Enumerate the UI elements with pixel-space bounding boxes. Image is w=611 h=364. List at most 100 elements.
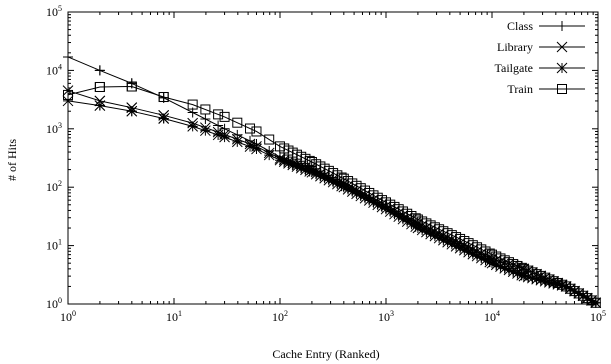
data-point [437,234,449,246]
data-point [306,166,318,178]
legend-label: Class [507,19,533,33]
data-point [336,172,347,183]
data-point [446,238,458,250]
data-point [213,109,224,120]
data-point [425,228,436,240]
y-tick-label: 105 [46,4,62,19]
data-point [393,211,405,223]
x-tick-label: 103 [378,309,394,324]
data-point [245,123,256,134]
y-tick-label: 103 [46,121,62,136]
data-point [338,181,350,193]
axis-ticks: 100 101 102 103 104 105 100 101 102 103 104 105 [46,4,606,324]
data-point [499,262,511,274]
data-point [274,154,286,166]
y-axis-label: # of Hits [5,139,19,181]
data-point [495,261,506,272]
data-point [454,242,466,254]
data-point [429,230,441,242]
y-tick-label: 101 [46,238,62,253]
series-layer [62,51,602,309]
data-point [480,254,491,266]
legend-marker [556,62,568,74]
data-point [263,149,275,161]
data-point [475,252,487,264]
data-point [212,129,224,141]
data-point [471,250,483,262]
data-point [359,192,371,204]
legend-item-tailgate: Tailgate [495,61,585,75]
legend-label: Library [497,40,533,54]
data-point [219,111,230,122]
y-tick-label: 104 [46,62,62,77]
x-tick-label: 105 [590,309,606,324]
data-point [458,244,470,256]
data-point [315,170,326,182]
legend-marker [557,21,567,31]
data-point [410,213,421,224]
data-point [442,236,453,248]
data-point [213,120,224,131]
legend-item-library: Library [497,40,585,54]
x-tick-label: 102 [272,309,288,324]
data-point [346,186,358,197]
data-point [351,188,362,200]
legend-label: Tailgate [495,61,533,75]
data-point [278,156,290,168]
data-point [327,176,339,188]
data-point [94,65,105,76]
y-tick-label: 102 [46,179,62,194]
data-point [450,240,462,252]
series-tailgate [62,95,602,309]
x-tick-label: 101 [166,309,182,324]
data-point [484,256,496,268]
data-point [264,134,275,145]
data-point [200,104,211,115]
x-axis-label: Cache Entry (Ranked) [272,347,379,361]
data-point [463,246,474,258]
data-point [126,105,138,117]
data-point [401,216,413,228]
data-point [94,100,106,111]
data-point [295,162,307,174]
data-point [304,155,315,166]
data-point [63,89,73,100]
legend-label: Train [507,82,533,96]
data-point [187,121,199,132]
data-point [231,136,243,148]
data-point [516,262,527,273]
data-point [590,297,601,308]
data-point [283,158,294,169]
data-point [200,125,211,137]
data-point [291,161,303,172]
data-point [516,269,528,281]
data-point [287,159,299,171]
data-point [232,117,243,128]
data-point [94,81,105,92]
legend: Class Library Tailgate Train [495,19,585,96]
data-point [486,257,498,269]
data-point [63,51,73,62]
data-point [244,141,256,152]
data-point [251,126,262,137]
data-point [158,113,170,124]
data-point [331,178,343,190]
legend-marker [556,41,568,53]
legend-item-train: Train [507,82,585,96]
data-point [200,114,211,125]
data-point [62,95,74,107]
plot-frame [67,11,599,305]
data-point [187,99,198,110]
data-point [421,226,432,238]
data-point [342,184,354,195]
data-point [503,264,515,276]
plot-border [67,11,599,305]
data-point [484,248,495,259]
data-point [126,81,137,92]
data-point [355,190,367,202]
x-tick-label: 100 [60,309,76,324]
y-tick-label: 100 [46,296,62,311]
series-train [63,81,601,308]
legend-item-class: Class [507,19,585,33]
